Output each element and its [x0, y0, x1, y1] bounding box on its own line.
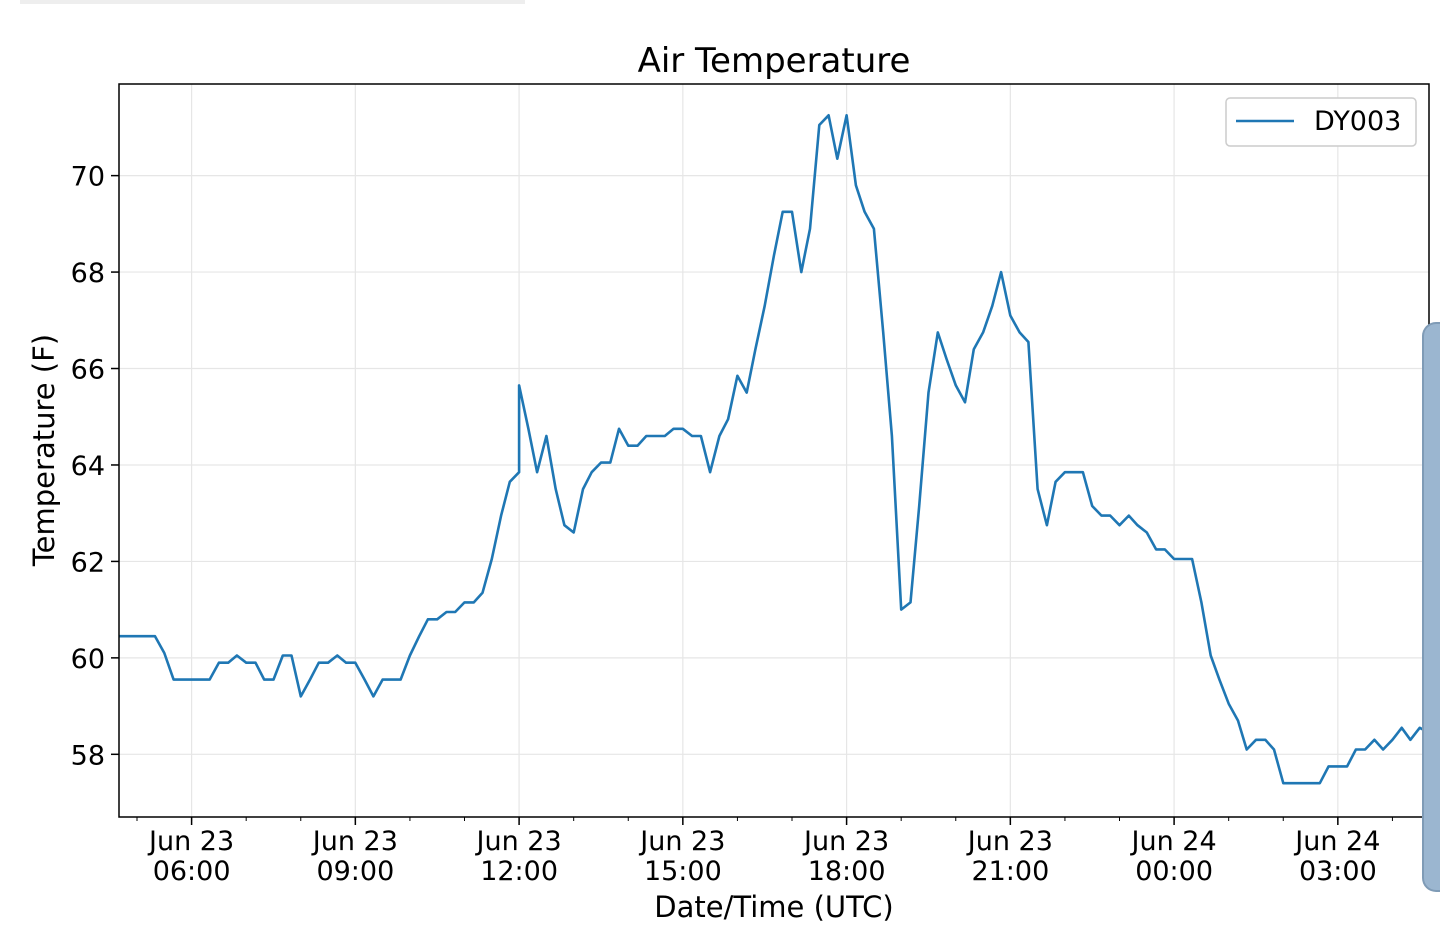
y-axis: 58 60 62 64 66 68 70 — [71, 162, 119, 771]
grid — [119, 84, 1429, 817]
x-tick-label-date: Jun 24 — [1293, 826, 1380, 857]
x-tick-label-time: 09:00 — [316, 856, 394, 887]
x-tick-label-time: 03:00 — [1299, 856, 1377, 887]
legend-box — [1225, 97, 1417, 147]
x-tick-label-date: Jun 23 — [966, 826, 1053, 857]
x-tick-label-time: 15:00 — [644, 856, 722, 887]
top-strip — [20, 0, 525, 4]
x-tick-label-date: Jun 23 — [311, 826, 398, 857]
y-tick-label: 58 — [71, 740, 105, 771]
y-tick-label: 64 — [71, 451, 105, 482]
x-tick-label-date: Jun 23 — [802, 826, 889, 857]
y-tick-label: 70 — [71, 162, 105, 193]
x-axis-label: Date/Time (UTC) — [654, 890, 893, 924]
series-line-dy003 — [119, 114, 1430, 785]
side-panel-handle[interactable] — [1422, 322, 1440, 892]
y-tick-label: 66 — [71, 355, 105, 386]
y-axis-label: Temperature (F) — [27, 334, 61, 567]
y-tick-label: 62 — [71, 547, 105, 578]
x-tick-label-time: 18:00 — [808, 856, 886, 887]
legend-label-dy003: DY003 — [1314, 106, 1401, 137]
x-tick-label-date: Jun 23 — [147, 826, 234, 857]
x-tick-label-time: 21:00 — [971, 856, 1049, 887]
y-tick-label: 60 — [71, 644, 105, 675]
x-tick-label-time: 06:00 — [153, 856, 231, 887]
y-tick-label: 68 — [71, 258, 105, 289]
x-tick-label-date: Jun 23 — [638, 826, 725, 857]
series-layer — [119, 114, 1430, 785]
x-tick-label-date: Jun 24 — [1130, 826, 1217, 857]
x-tick-label-time: 00:00 — [1135, 856, 1213, 887]
plot-frame — [118, 83, 1430, 818]
chart-title: Air Temperature — [638, 41, 911, 81]
legend: DY003 — [1225, 97, 1417, 147]
x-tick-label-date: Jun 23 — [475, 826, 562, 857]
x-tick-label-time: 12:00 — [480, 856, 558, 887]
